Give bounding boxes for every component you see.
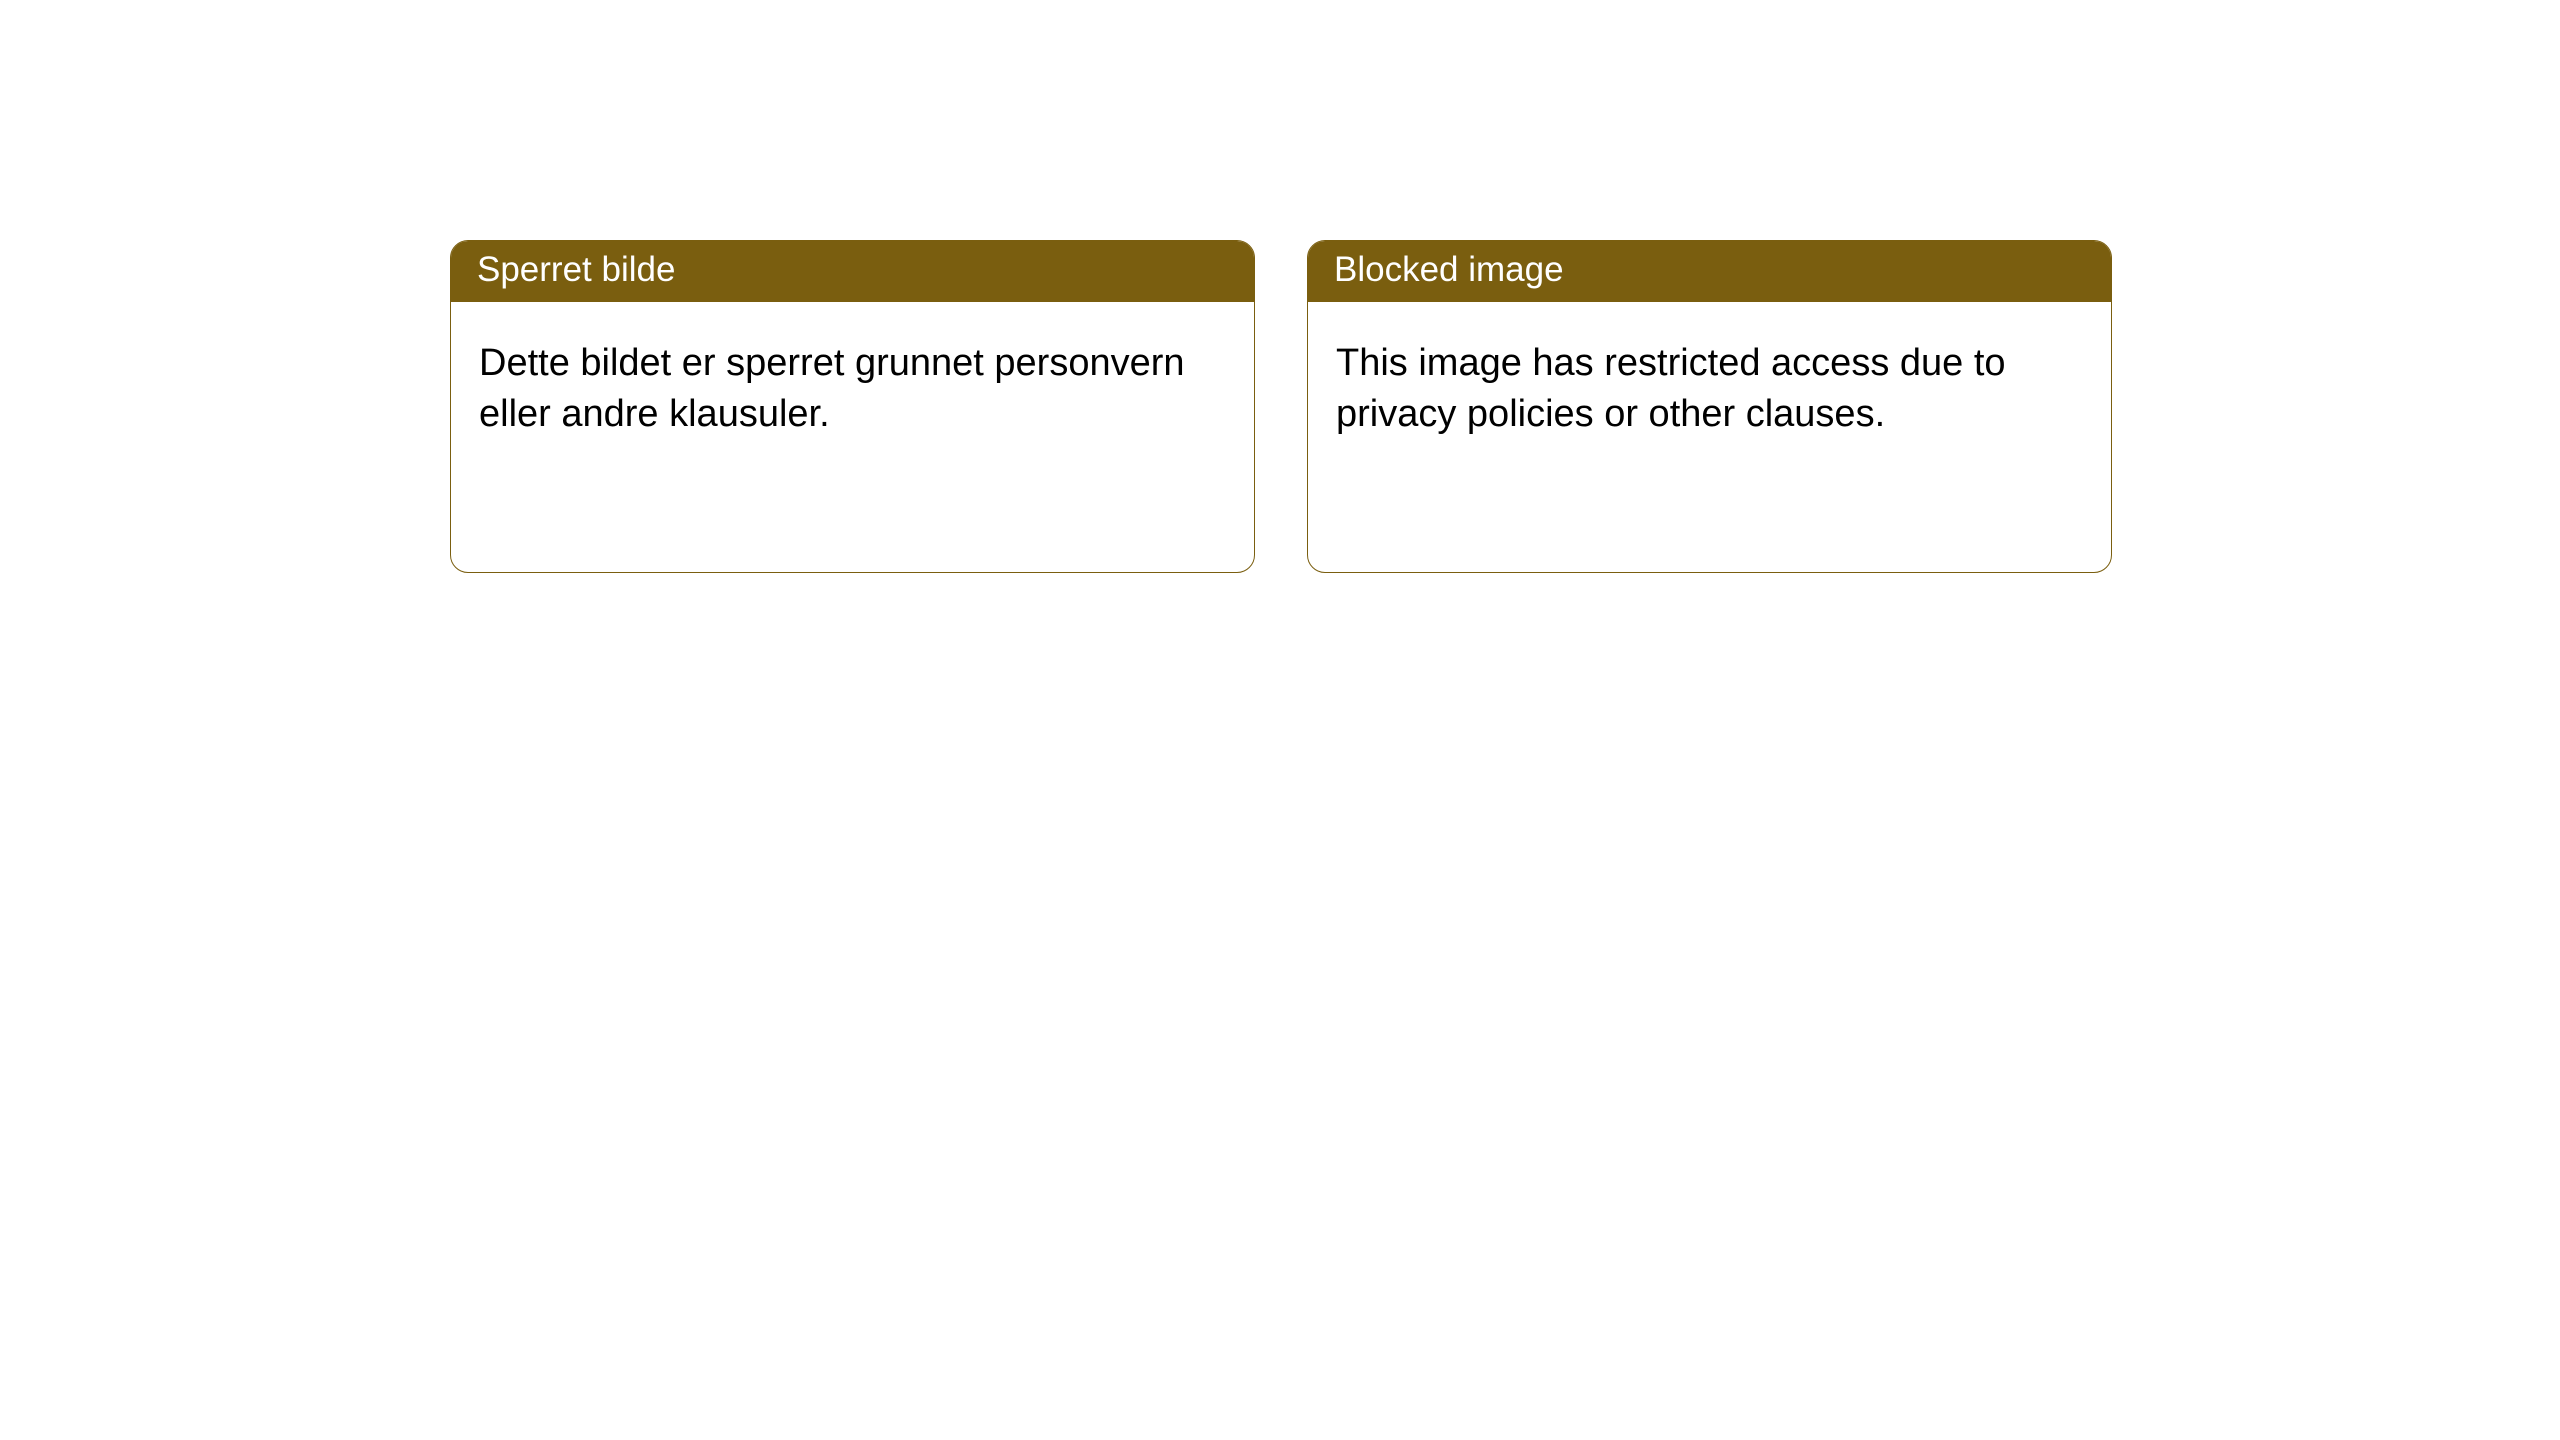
card-title: Blocked image — [1334, 250, 1564, 289]
card-body-text: This image has restricted access due to … — [1336, 342, 2006, 435]
card-body: This image has restricted access due to … — [1308, 302, 2111, 469]
card-body-text: Dette bildet er sperret grunnet personve… — [479, 342, 1185, 435]
notice-cards-row: Sperret bilde Dette bildet er sperret gr… — [0, 0, 2560, 573]
notice-card-norwegian: Sperret bilde Dette bildet er sperret gr… — [450, 240, 1255, 573]
card-body: Dette bildet er sperret grunnet personve… — [451, 302, 1254, 469]
card-header: Sperret bilde — [451, 241, 1254, 302]
card-header: Blocked image — [1308, 241, 2111, 302]
card-title: Sperret bilde — [477, 250, 675, 289]
notice-card-english: Blocked image This image has restricted … — [1307, 240, 2112, 573]
